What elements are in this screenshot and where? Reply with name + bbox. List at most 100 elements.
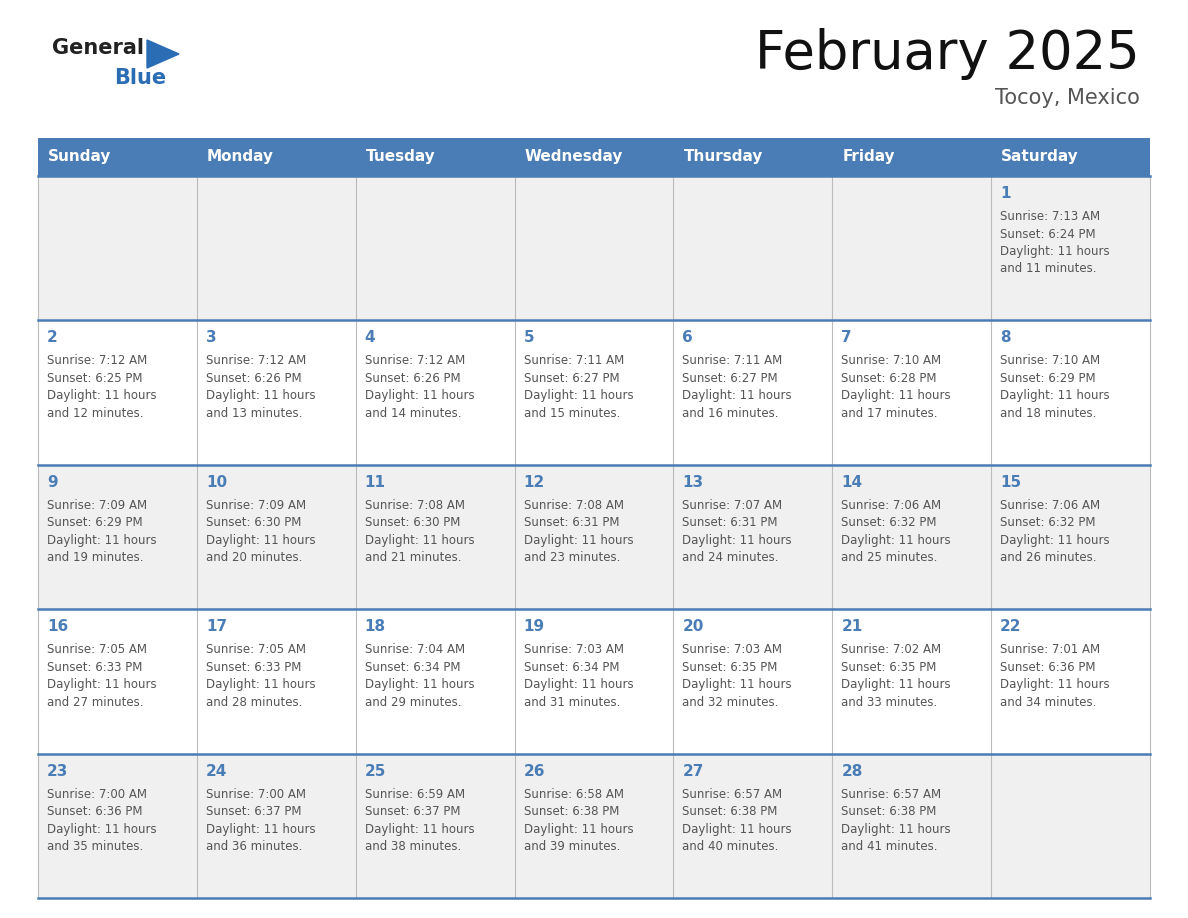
Bar [38, 138, 1150, 176]
Text: Sunset: 6:35 PM: Sunset: 6:35 PM [841, 661, 936, 674]
Text: Sunset: 6:37 PM: Sunset: 6:37 PM [365, 805, 460, 818]
Text: 2: 2 [48, 330, 58, 345]
Text: and 25 minutes.: and 25 minutes. [841, 552, 937, 565]
Text: 20: 20 [682, 620, 703, 634]
Text: 16: 16 [48, 620, 68, 634]
Text: Sunset: 6:31 PM: Sunset: 6:31 PM [524, 516, 619, 530]
Text: Sunrise: 7:11 AM: Sunrise: 7:11 AM [682, 354, 783, 367]
Text: 27: 27 [682, 764, 703, 778]
Text: Sunset: 6:34 PM: Sunset: 6:34 PM [524, 661, 619, 674]
Polygon shape [147, 40, 179, 68]
Text: and 29 minutes.: and 29 minutes. [365, 696, 461, 709]
Text: Daylight: 11 hours: Daylight: 11 hours [206, 823, 316, 835]
Bar [38, 320, 1150, 465]
Text: 25: 25 [365, 764, 386, 778]
Text: Saturday: Saturday [1001, 150, 1079, 164]
Text: and 38 minutes.: and 38 minutes. [365, 840, 461, 853]
Text: Sunset: 6:38 PM: Sunset: 6:38 PM [524, 805, 619, 818]
Text: 5: 5 [524, 330, 535, 345]
Text: and 21 minutes.: and 21 minutes. [365, 552, 461, 565]
Text: Monday: Monday [207, 150, 274, 164]
Text: Sunset: 6:29 PM: Sunset: 6:29 PM [1000, 372, 1095, 385]
Text: Daylight: 11 hours: Daylight: 11 hours [682, 533, 792, 547]
Text: 9: 9 [48, 475, 58, 490]
Text: Sunrise: 7:11 AM: Sunrise: 7:11 AM [524, 354, 624, 367]
Text: Daylight: 11 hours: Daylight: 11 hours [1000, 533, 1110, 547]
Bar [38, 465, 1150, 610]
Text: 21: 21 [841, 620, 862, 634]
Text: 10: 10 [206, 475, 227, 490]
Text: Sunset: 6:38 PM: Sunset: 6:38 PM [682, 805, 778, 818]
Text: Sunrise: 7:05 AM: Sunrise: 7:05 AM [48, 644, 147, 656]
Text: Sunrise: 7:08 AM: Sunrise: 7:08 AM [365, 498, 465, 512]
Text: Tocoy, Mexico: Tocoy, Mexico [996, 88, 1140, 108]
Text: and 31 minutes.: and 31 minutes. [524, 696, 620, 709]
Text: Friday: Friday [842, 150, 895, 164]
Bar [38, 176, 1150, 320]
Text: Daylight: 11 hours: Daylight: 11 hours [1000, 678, 1110, 691]
Text: Daylight: 11 hours: Daylight: 11 hours [841, 389, 950, 402]
Text: Sunrise: 7:00 AM: Sunrise: 7:00 AM [48, 788, 147, 800]
Text: 26: 26 [524, 764, 545, 778]
Text: and 18 minutes.: and 18 minutes. [1000, 407, 1097, 420]
Text: Sunrise: 6:57 AM: Sunrise: 6:57 AM [682, 788, 783, 800]
Text: Sunrise: 7:03 AM: Sunrise: 7:03 AM [524, 644, 624, 656]
Text: Daylight: 11 hours: Daylight: 11 hours [206, 389, 316, 402]
Text: 4: 4 [365, 330, 375, 345]
Text: Sunrise: 7:10 AM: Sunrise: 7:10 AM [841, 354, 941, 367]
Text: Tuesday: Tuesday [366, 150, 436, 164]
Text: Sunset: 6:32 PM: Sunset: 6:32 PM [841, 516, 937, 530]
Text: and 24 minutes.: and 24 minutes. [682, 552, 779, 565]
Text: Daylight: 11 hours: Daylight: 11 hours [48, 678, 157, 691]
Text: Sunrise: 7:05 AM: Sunrise: 7:05 AM [206, 644, 305, 656]
Text: and 17 minutes.: and 17 minutes. [841, 407, 937, 420]
Text: Daylight: 11 hours: Daylight: 11 hours [524, 678, 633, 691]
Text: Daylight: 11 hours: Daylight: 11 hours [48, 533, 157, 547]
Text: 22: 22 [1000, 620, 1022, 634]
Text: Sunset: 6:36 PM: Sunset: 6:36 PM [48, 805, 143, 818]
Text: 14: 14 [841, 475, 862, 490]
Text: Sunset: 6:28 PM: Sunset: 6:28 PM [841, 372, 937, 385]
Text: and 40 minutes.: and 40 minutes. [682, 840, 779, 853]
Text: Sunset: 6:30 PM: Sunset: 6:30 PM [365, 516, 460, 530]
Text: Sunrise: 7:12 AM: Sunrise: 7:12 AM [48, 354, 147, 367]
Text: Sunrise: 7:06 AM: Sunrise: 7:06 AM [1000, 498, 1100, 512]
Text: Sunrise: 7:07 AM: Sunrise: 7:07 AM [682, 498, 783, 512]
Bar [38, 754, 1150, 898]
Text: and 28 minutes.: and 28 minutes. [206, 696, 302, 709]
Text: Sunset: 6:34 PM: Sunset: 6:34 PM [365, 661, 460, 674]
Text: 3: 3 [206, 330, 216, 345]
Text: Sunrise: 6:57 AM: Sunrise: 6:57 AM [841, 788, 941, 800]
Text: and 15 minutes.: and 15 minutes. [524, 407, 620, 420]
Text: Sunset: 6:37 PM: Sunset: 6:37 PM [206, 805, 302, 818]
Text: and 11 minutes.: and 11 minutes. [1000, 263, 1097, 275]
Text: Daylight: 11 hours: Daylight: 11 hours [1000, 389, 1110, 402]
Text: 15: 15 [1000, 475, 1022, 490]
Text: Sunset: 6:26 PM: Sunset: 6:26 PM [365, 372, 460, 385]
Text: 7: 7 [841, 330, 852, 345]
Text: Daylight: 11 hours: Daylight: 11 hours [682, 678, 792, 691]
Text: Sunrise: 6:58 AM: Sunrise: 6:58 AM [524, 788, 624, 800]
Text: Sunrise: 7:12 AM: Sunrise: 7:12 AM [206, 354, 307, 367]
Text: General: General [52, 38, 144, 58]
Text: and 33 minutes.: and 33 minutes. [841, 696, 937, 709]
Text: 12: 12 [524, 475, 545, 490]
Text: Daylight: 11 hours: Daylight: 11 hours [365, 533, 474, 547]
Text: Sunrise: 7:13 AM: Sunrise: 7:13 AM [1000, 210, 1100, 223]
Text: Sunset: 6:35 PM: Sunset: 6:35 PM [682, 661, 778, 674]
Text: 13: 13 [682, 475, 703, 490]
Text: Sunset: 6:29 PM: Sunset: 6:29 PM [48, 516, 143, 530]
Text: and 14 minutes.: and 14 minutes. [365, 407, 461, 420]
Text: Sunrise: 7:06 AM: Sunrise: 7:06 AM [841, 498, 941, 512]
Text: and 34 minutes.: and 34 minutes. [1000, 696, 1097, 709]
Text: Daylight: 11 hours: Daylight: 11 hours [1000, 245, 1110, 258]
Text: Daylight: 11 hours: Daylight: 11 hours [841, 533, 950, 547]
Text: and 35 minutes.: and 35 minutes. [48, 840, 144, 853]
Text: and 13 minutes.: and 13 minutes. [206, 407, 302, 420]
Text: Daylight: 11 hours: Daylight: 11 hours [524, 823, 633, 835]
Text: Daylight: 11 hours: Daylight: 11 hours [682, 389, 792, 402]
Text: Sunset: 6:24 PM: Sunset: 6:24 PM [1000, 228, 1095, 241]
Text: and 16 minutes.: and 16 minutes. [682, 407, 779, 420]
Text: Sunrise: 7:12 AM: Sunrise: 7:12 AM [365, 354, 465, 367]
Text: 18: 18 [365, 620, 386, 634]
